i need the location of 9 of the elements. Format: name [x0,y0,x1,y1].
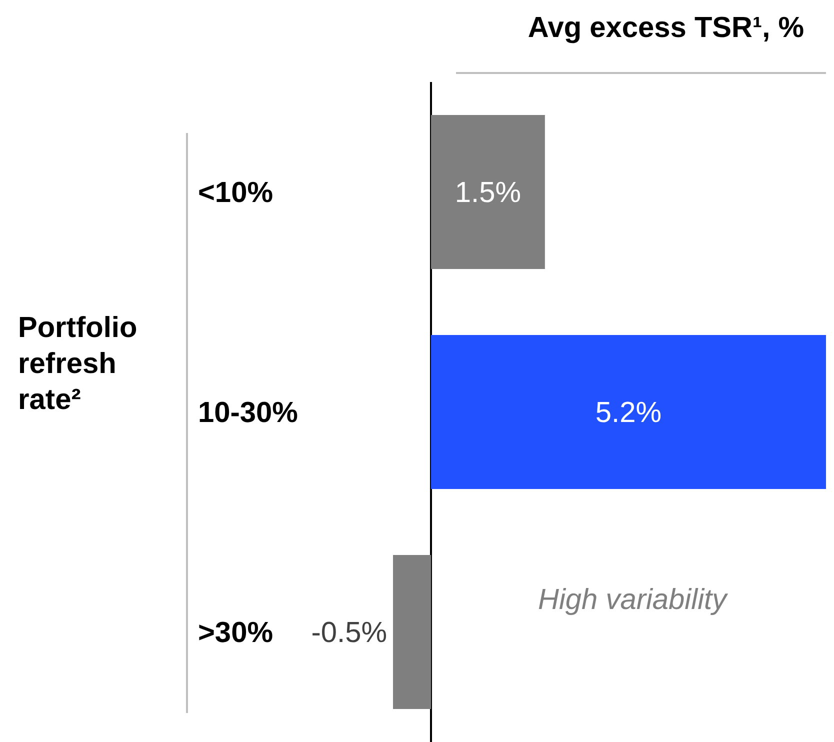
annotation: High variability [538,584,727,617]
y-axis-title: Portfolio refresh rate² [18,311,138,418]
y-tick-label: <10% [198,177,274,209]
data-label: 5.2% [595,397,662,429]
data-label: 1.5% [454,177,522,209]
y-tick-label: >30% [198,617,274,649]
y-tick-label: 10-30% [198,397,298,429]
chart-title: Avg excess TSR¹, % [528,12,804,45]
data-label: -0.5% [311,617,387,649]
